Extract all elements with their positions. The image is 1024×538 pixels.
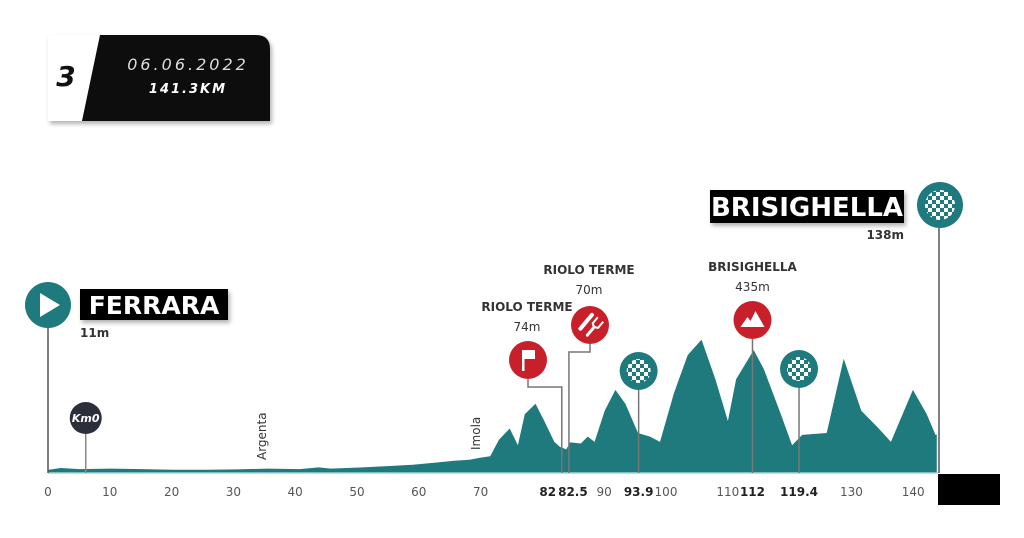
x-tick-label: 70 bbox=[473, 485, 488, 499]
fork-knife-icon bbox=[578, 312, 604, 337]
x-tick-label: 20 bbox=[164, 485, 179, 499]
knife bbox=[578, 312, 594, 331]
finish-elevation: 138m bbox=[866, 228, 904, 242]
marker-finish-line-pass bbox=[619, 352, 658, 390]
finish-name-box bbox=[710, 190, 904, 223]
x-tick-label: 93.9 bbox=[624, 485, 654, 499]
marker-elevation: 70m bbox=[576, 283, 603, 297]
place-label: Imola bbox=[469, 417, 483, 450]
total-distance-box bbox=[938, 474, 1000, 505]
fork-handle bbox=[585, 326, 596, 337]
checkered-flag-icon bbox=[925, 190, 955, 220]
finish-name: BRISIGHELLA bbox=[711, 193, 903, 223]
start-marker bbox=[25, 282, 71, 473]
mountain-icon bbox=[740, 311, 765, 327]
marker-line bbox=[527, 379, 563, 473]
play-icon bbox=[40, 293, 60, 317]
place-label: Argenta bbox=[255, 412, 269, 460]
marker-feed-zone: RIOLO TERME 70m bbox=[543, 263, 635, 344]
x-tick-label: 140 bbox=[902, 485, 925, 499]
x-tick-label: 40 bbox=[288, 485, 303, 499]
x-tick-label: 10 bbox=[102, 485, 117, 499]
elevation-profile-area bbox=[48, 339, 937, 473]
stage-date: 06.06.2022 bbox=[127, 55, 249, 74]
x-tick-label: 100 bbox=[655, 485, 678, 499]
x-tick-label: 30 bbox=[226, 485, 241, 499]
start-name-box bbox=[80, 289, 228, 320]
stage-number-panel bbox=[48, 35, 100, 121]
checkered-flag-icon bbox=[626, 359, 651, 383]
flag-icon bbox=[522, 350, 535, 371]
flag-pole bbox=[522, 350, 525, 371]
checkered-flag-icon bbox=[787, 357, 812, 381]
stage-info-panel bbox=[82, 35, 270, 121]
km0-marker: Km0 bbox=[69, 402, 102, 473]
x-tick-label: 60 bbox=[411, 485, 426, 499]
start-name: FERRARA bbox=[89, 291, 220, 320]
x-tick-label: 112 bbox=[740, 485, 765, 499]
stage-distance: 141.3KM bbox=[149, 82, 227, 97]
marker-circle bbox=[509, 341, 547, 379]
x-tick-label: 82 bbox=[539, 485, 556, 499]
marker-climb: BRISIGHELLA 435m bbox=[708, 260, 798, 339]
x-tick-label: 130 bbox=[840, 485, 863, 499]
marker-elevation: 74m bbox=[514, 320, 541, 334]
marker-elevation: 435m bbox=[735, 280, 770, 294]
stage-number: 3 bbox=[56, 60, 75, 93]
start-elevation: 11m bbox=[80, 326, 109, 340]
x-tick-label: 82.5 bbox=[558, 485, 588, 499]
marker-intermediate-sprint: RIOLO TERME 74m bbox=[481, 300, 573, 379]
marker-finish-line-pass bbox=[780, 350, 819, 388]
marker-name: RIOLO TERME bbox=[481, 300, 572, 314]
x-tick-label: 110 bbox=[716, 485, 739, 499]
marker-circle bbox=[571, 306, 609, 344]
stage-header-card bbox=[48, 35, 270, 121]
x-tick-label: 0 bbox=[44, 485, 52, 499]
marker-name: BRISIGHELLA bbox=[708, 260, 797, 274]
x-tick-label: 50 bbox=[349, 485, 364, 499]
fork-tines bbox=[591, 316, 604, 329]
x-tick-label: 90 bbox=[597, 485, 612, 499]
km0-label: Km0 bbox=[72, 412, 100, 425]
x-tick-label: 119.4 bbox=[780, 485, 818, 499]
marker-line bbox=[568, 344, 591, 473]
flag-cloth bbox=[524, 350, 535, 359]
marker-name: RIOLO TERME bbox=[543, 263, 634, 277]
